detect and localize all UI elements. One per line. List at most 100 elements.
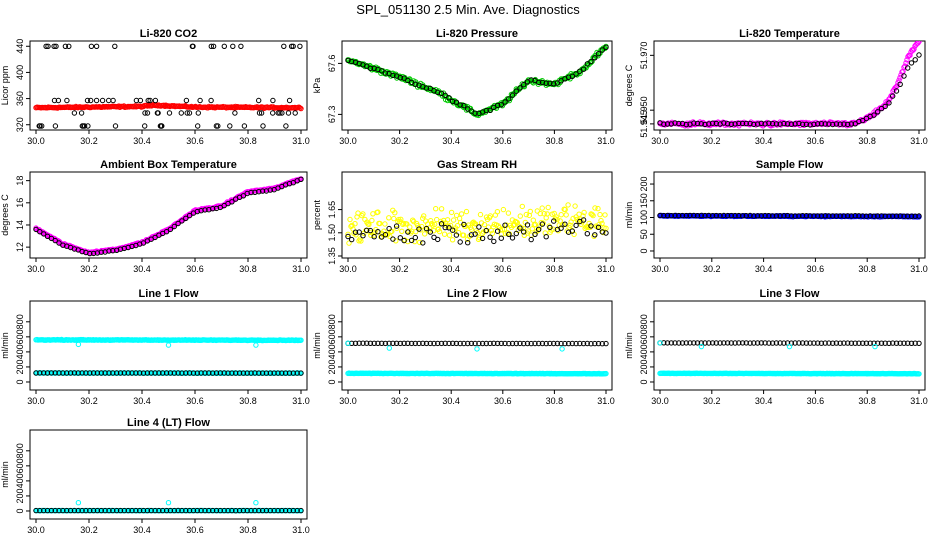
- data-point: [33, 507, 39, 514]
- data-point: [241, 123, 248, 129]
- data-point: [404, 221, 410, 227]
- data-point: [476, 235, 483, 241]
- x-tick-label: 31.0: [292, 136, 310, 146]
- data-point: [502, 222, 508, 228]
- data-point: [420, 340, 426, 346]
- data-point: [886, 340, 892, 346]
- data-point: [360, 340, 366, 346]
- data-point: [916, 371, 922, 377]
- data-point: [446, 232, 453, 238]
- data-point: [140, 507, 147, 514]
- series-dense: [345, 202, 609, 246]
- data-point: [758, 120, 764, 127]
- data-point: [366, 221, 372, 228]
- x-tick-label: 30.8: [239, 264, 257, 274]
- data-point: [286, 97, 293, 104]
- data-point: [465, 240, 471, 246]
- data-point: [483, 107, 489, 114]
- data-point: [461, 340, 467, 347]
- data-point: [848, 213, 855, 219]
- data-point: [270, 97, 276, 104]
- data-point: [48, 370, 55, 376]
- data-point: [592, 205, 598, 211]
- data-point: [79, 507, 85, 514]
- data-point: [206, 507, 212, 514]
- data-point: [446, 95, 452, 101]
- data-point: [106, 370, 112, 376]
- data-point: [509, 340, 516, 347]
- chart-10: Line 4 (LT) Flow ml/min 30.0 30.2 30.4 30.6 30…: [0, 417, 310, 535]
- data-point: [423, 340, 430, 347]
- data-point: [183, 507, 189, 514]
- data-point: [79, 370, 85, 376]
- data-point: [474, 346, 480, 352]
- data-point: [732, 340, 738, 346]
- data-point: [468, 340, 475, 347]
- data-point: [498, 102, 504, 108]
- data-point: [487, 213, 494, 219]
- data-point: [382, 340, 389, 347]
- data-point: [517, 225, 523, 231]
- data-point: [878, 213, 885, 219]
- data-point: [773, 121, 780, 127]
- data-point: [837, 340, 843, 346]
- data-point: [476, 224, 482, 230]
- data-point: [178, 110, 185, 116]
- chart-1: Li-820 CO2 Licor ppm 30.0 30.2 30.4 30.6 30.8 3…: [0, 28, 310, 146]
- data-point: [904, 57, 910, 63]
- data-point: [901, 213, 907, 219]
- data-point: [721, 120, 727, 126]
- x-tick-label: 30.6: [494, 396, 512, 406]
- x-tick-label: 30.0: [27, 396, 45, 406]
- data-point: [468, 232, 475, 238]
- data-point: [602, 212, 608, 218]
- data-point: [355, 210, 361, 216]
- y-tick-label: 600: [15, 458, 25, 473]
- data-point: [672, 120, 678, 126]
- data-point: [102, 507, 108, 514]
- data-point: [683, 340, 689, 346]
- data-point: [145, 97, 151, 104]
- data-point: [536, 340, 542, 347]
- data-point: [364, 227, 370, 234]
- data-point: [584, 340, 590, 347]
- data-point: [225, 370, 231, 376]
- data-point: [215, 123, 221, 129]
- data-point: [229, 507, 235, 514]
- data-point: [256, 189, 262, 195]
- data-point: [754, 121, 761, 127]
- data-point: [152, 507, 158, 514]
- data-point: [413, 229, 419, 235]
- data-point: [477, 211, 484, 218]
- chart-title: Gas Stream RH: [437, 159, 517, 171]
- data-point: [194, 507, 201, 514]
- y-tick-label: 200: [327, 359, 337, 374]
- data-point: [907, 52, 913, 58]
- data-point: [90, 250, 97, 257]
- x-tick-label: 30.8: [546, 136, 564, 146]
- series-averages: [345, 44, 609, 117]
- data-point: [687, 212, 693, 219]
- data-point: [53, 43, 59, 49]
- data-point: [539, 221, 546, 227]
- chart-9: Line 3 Flow ml/min 30.0 30.2 30.4 30.6 30.8 31.…: [624, 288, 928, 406]
- data-point: [747, 340, 753, 346]
- data-point: [450, 98, 456, 105]
- data-point: [183, 370, 189, 376]
- data-point: [672, 340, 678, 346]
- data-point: [852, 213, 858, 219]
- data-point: [498, 235, 504, 241]
- y-tick-label: 200: [15, 359, 25, 374]
- data-point: [532, 221, 538, 228]
- data-point: [450, 227, 456, 233]
- data-point: [713, 340, 719, 346]
- data-point: [98, 370, 105, 376]
- data-point: [75, 341, 82, 348]
- data-point: [155, 110, 161, 116]
- data-point: [672, 212, 678, 219]
- data-point: [256, 507, 262, 514]
- data-point: [788, 121, 795, 127]
- data-point: [489, 230, 496, 237]
- data-point: [175, 370, 181, 376]
- data-point: [48, 507, 55, 514]
